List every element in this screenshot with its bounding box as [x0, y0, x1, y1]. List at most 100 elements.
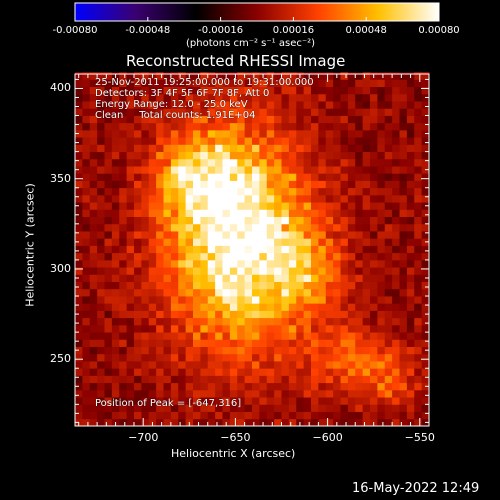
heatmap-cell — [111, 296, 120, 304]
heatmap-cell — [399, 281, 408, 290]
heatmap-cell — [82, 245, 91, 254]
heatmap-cell — [185, 346, 194, 355]
heatmap-cell — [104, 418, 113, 427]
heatmap-cell — [200, 368, 209, 376]
heatmap-cell — [148, 231, 157, 239]
heatmap-cell — [362, 346, 371, 355]
heatmap-cell — [399, 173, 408, 181]
heatmap-cell — [362, 187, 371, 196]
heatmap-cell — [259, 238, 268, 246]
heatmap-cell — [119, 86, 128, 95]
heatmap-cell — [97, 389, 105, 398]
heatmap-cell — [259, 151, 268, 160]
heatmap-cell — [178, 397, 187, 405]
heatmap-cell — [237, 216, 246, 225]
heatmap-cell — [237, 202, 246, 210]
heatmap-cell — [82, 151, 91, 160]
heatmap-cell — [288, 296, 297, 304]
heatmap-cell — [97, 339, 105, 347]
heatmap-cell — [362, 404, 371, 412]
heatmap-cell — [237, 252, 246, 261]
heatmap-cell — [347, 202, 356, 210]
heatmap-cell — [281, 418, 290, 427]
heatmap-cell — [207, 223, 216, 232]
heatmap-cell — [377, 187, 386, 196]
heatmap-cell — [318, 238, 327, 246]
heatmap-cell — [421, 216, 430, 225]
heatmap-cell — [303, 361, 312, 369]
heatmap-cell — [163, 361, 172, 369]
observation-info: 25-Nov-2011 19:25:00.000 to 19:31:00.000… — [95, 77, 314, 121]
heatmap-cell — [318, 223, 327, 232]
heatmap-cell — [215, 151, 223, 160]
heatmap-cell — [406, 375, 415, 384]
heatmap-cell — [237, 180, 246, 189]
heatmap-cell — [82, 122, 91, 131]
heatmap-cell — [325, 404, 334, 412]
heatmap-cell — [163, 245, 172, 254]
heatmap-cell — [207, 166, 216, 174]
heatmap-cell — [75, 86, 83, 95]
heatmap-cell — [252, 332, 260, 340]
heatmap-cell — [207, 216, 216, 225]
heatmap-cell — [215, 368, 223, 376]
heatmap-cell — [318, 180, 327, 189]
heatmap-cell — [377, 137, 386, 145]
heatmap-cell — [229, 353, 238, 362]
heatmap-cell — [82, 144, 91, 153]
heatmap-cell — [75, 209, 83, 217]
heatmap-cell — [414, 368, 423, 376]
heatmap-cell — [134, 223, 142, 232]
heatmap-cell — [340, 151, 349, 160]
heatmap-cell — [200, 252, 209, 261]
heatmap-cell — [141, 122, 150, 131]
heatmap-cell — [392, 353, 400, 362]
heatmap-cell — [215, 122, 223, 131]
heatmap-cell — [399, 194, 408, 203]
heatmap-cell — [244, 339, 253, 347]
heatmap-cell — [244, 397, 253, 405]
heatmap-cell — [156, 375, 164, 384]
heatmap-cell — [399, 151, 408, 160]
heatmap-cell — [355, 115, 364, 124]
heatmap-cell — [141, 274, 150, 282]
heatmap-cell — [193, 187, 201, 196]
heatmap-cell — [414, 187, 423, 196]
heatmap-cell — [325, 245, 334, 254]
heatmap-cell — [97, 252, 105, 261]
heatmap-cell — [244, 274, 253, 282]
heatmap-cell — [355, 223, 364, 232]
heatmap-cell — [237, 281, 246, 290]
heatmap-cell — [392, 397, 400, 405]
heatmap-cell — [303, 231, 312, 239]
heatmap-cell — [347, 158, 356, 167]
heatmap-cell — [370, 115, 378, 124]
heatmap-cell — [178, 86, 187, 95]
heatmap-cell — [377, 129, 386, 138]
heatmap-cell — [229, 223, 238, 232]
heatmap-cell — [333, 173, 341, 181]
heatmap-cell — [288, 361, 297, 369]
heatmap-cell — [111, 245, 120, 254]
heatmap-cell — [75, 187, 83, 196]
heatmap-cell — [200, 209, 209, 217]
heatmap-cell — [222, 108, 231, 116]
heatmap-cell — [237, 158, 246, 167]
heatmap-cell — [303, 404, 312, 412]
heatmap-cell — [392, 281, 400, 290]
heatmap-cell — [148, 209, 157, 217]
heatmap-cell — [111, 411, 120, 420]
heatmap-cell — [104, 115, 113, 124]
heatmap-cell — [229, 339, 238, 347]
heatmap-cell — [274, 166, 282, 174]
heatmap-cell — [414, 382, 423, 391]
heatmap-cell — [281, 267, 290, 275]
heatmap-cell — [259, 158, 268, 167]
heatmap-cell — [259, 267, 268, 275]
heatmap-cell — [200, 303, 209, 311]
heatmap-cell — [207, 397, 216, 405]
heatmap-cell — [193, 296, 201, 304]
heatmap-cell — [156, 238, 164, 246]
heatmap-cell — [377, 223, 386, 232]
heatmap-cell — [97, 274, 105, 282]
